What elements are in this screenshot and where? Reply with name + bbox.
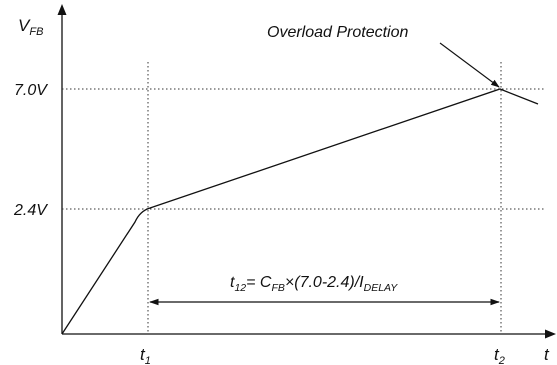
y-axis-arrowhead: [57, 4, 67, 15]
x-tick-label-t2-sub: 2: [498, 355, 505, 365]
formula-part-1: t: [230, 274, 235, 291]
formula-part-2: = C: [246, 274, 272, 291]
formula-sub-2: FB: [271, 282, 284, 294]
x-axis-arrowhead: [545, 329, 556, 339]
x-axis-label: t: [544, 345, 550, 364]
x-tick-label-t1-sub: 1: [145, 355, 151, 365]
y-tick-label-2-4v: 2.4V: [13, 202, 48, 219]
x-tick-label-t1: t1: [140, 345, 151, 365]
overload-protection-label: Overload Protection: [267, 24, 409, 41]
formula-part-3: ×(7.0-2.4)/I: [285, 274, 364, 291]
x-tick-label-t1-base: t: [140, 345, 146, 364]
y-tick-label-7v: 7.0V: [14, 82, 48, 99]
y-axis-label: VFB: [18, 16, 43, 38]
y-axis-label-base: V: [18, 16, 31, 35]
vfb-waveform: [61, 88, 539, 335]
t12-formula: t12= CFB×(7.0-2.4)/IDELAY: [230, 274, 398, 294]
overload-pointer: [439, 42, 500, 88]
x-tick-label-t2-base: t: [494, 345, 500, 364]
x-tick-label-t2: t2: [494, 345, 505, 365]
formula-sub-3: DELAY: [364, 282, 399, 294]
y-axis-label-sub: FB: [29, 26, 43, 38]
formula-sub-1: 12: [234, 282, 246, 294]
